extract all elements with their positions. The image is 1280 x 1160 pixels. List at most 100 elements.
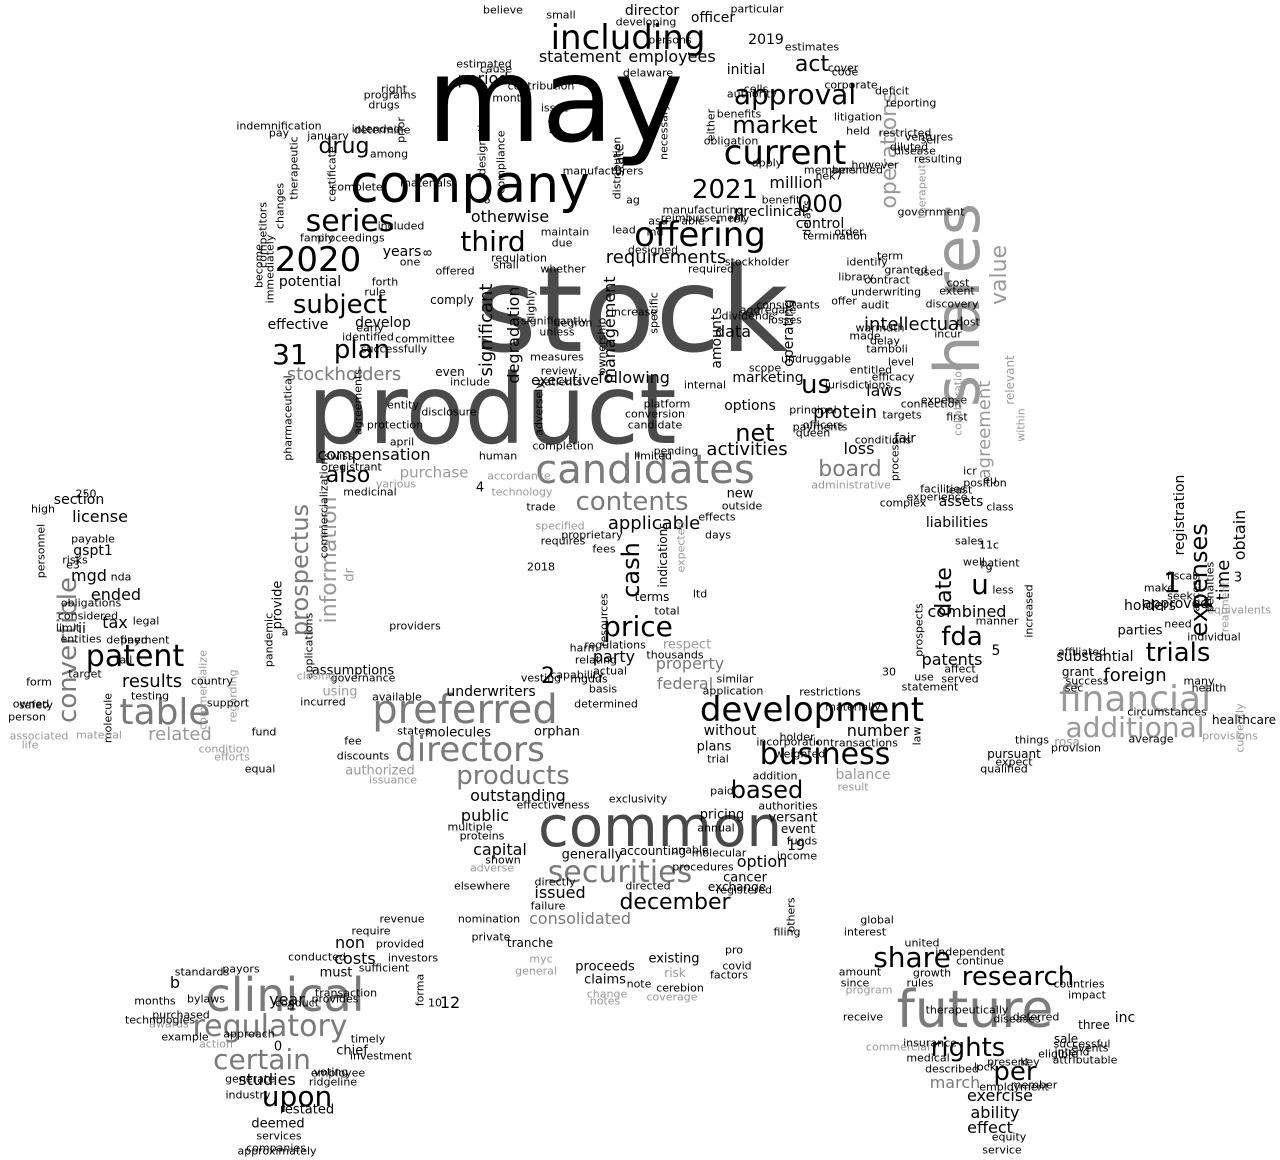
cloud-word: table bbox=[119, 692, 211, 733]
cloud-word: services bbox=[256, 1129, 302, 1143]
cloud-word: corporate bbox=[824, 78, 878, 92]
cloud-word: lock bbox=[973, 1060, 997, 1074]
cloud-word: delays bbox=[800, 200, 814, 236]
cloud-word: registrant bbox=[328, 460, 382, 474]
cloud-word: swiss bbox=[324, 449, 354, 463]
cloud-word: awards bbox=[149, 1017, 189, 1031]
cloud-word: control bbox=[795, 216, 845, 232]
cloud-word: audit bbox=[860, 298, 890, 312]
cloud-word: 0 bbox=[273, 1039, 283, 1055]
cloud-word: materially bbox=[825, 700, 881, 714]
cloud-word: period bbox=[457, 69, 509, 88]
cloud-word: fees bbox=[592, 542, 616, 556]
cloud-word: limit bbox=[55, 621, 81, 635]
cloud-word: estimated bbox=[456, 57, 512, 71]
cloud-word: held bbox=[846, 124, 870, 138]
cloud-word: agreement bbox=[974, 380, 995, 480]
cloud-word: net bbox=[735, 419, 775, 447]
cloud-word: incur bbox=[934, 327, 962, 341]
cloud-word: discovery bbox=[925, 297, 979, 311]
cloud-word: restrictions bbox=[799, 685, 861, 699]
cloud-word: common bbox=[538, 795, 782, 860]
cloud-word: pay bbox=[268, 126, 290, 140]
cloud-word: procedures bbox=[672, 860, 734, 874]
cloud-word: amended bbox=[831, 163, 883, 177]
cloud-word: manufacturers bbox=[562, 164, 644, 178]
cloud-word: statement bbox=[901, 680, 959, 694]
cloud-word: related bbox=[148, 724, 212, 745]
cloud-word: proprietary bbox=[561, 528, 623, 542]
cloud-word: 2020 bbox=[274, 240, 362, 280]
cloud-word: resources bbox=[597, 593, 611, 647]
cloud-word: value bbox=[987, 244, 1012, 306]
cloud-word: insurance bbox=[903, 1036, 957, 1050]
cloud-word: offer bbox=[831, 294, 857, 308]
cloud-word: member bbox=[1010, 1078, 1058, 1092]
cloud-word: additional bbox=[1065, 711, 1205, 744]
cloud-word: material bbox=[76, 728, 122, 742]
cloud-word: targets bbox=[882, 408, 922, 422]
cloud-word: crt bbox=[1201, 596, 1215, 612]
cloud-word: outside bbox=[721, 499, 763, 513]
cloud-word: aggregate bbox=[739, 303, 797, 317]
cloud-word: years bbox=[382, 244, 422, 260]
cloud-word: condition bbox=[198, 742, 250, 756]
cloud-word: mgdds bbox=[570, 672, 608, 686]
cloud-word: non bbox=[334, 933, 366, 952]
cloud-word: forth bbox=[371, 275, 399, 289]
cloud-word: annual bbox=[697, 821, 735, 835]
cloud-word: thousands bbox=[646, 648, 704, 662]
cloud-word: dr bbox=[342, 568, 358, 582]
cloud-word: preferred bbox=[372, 687, 558, 733]
cloud-word: proteins bbox=[459, 829, 505, 843]
cloud-word: voting bbox=[313, 1065, 349, 1079]
cloud-word: queen bbox=[795, 426, 831, 440]
cloud-word: u bbox=[971, 568, 989, 601]
cloud-word: may bbox=[426, 31, 684, 169]
cloud-word: family bbox=[300, 231, 334, 245]
cloud-word: payments bbox=[792, 420, 848, 434]
cloud-word: connection bbox=[900, 397, 962, 411]
cloud-word: owned bbox=[12, 697, 50, 711]
cloud-word: rule bbox=[364, 285, 386, 299]
cloud-word: upon bbox=[261, 1080, 333, 1113]
cloud-word: attributable bbox=[1052, 1053, 1118, 1067]
cloud-word: weighted bbox=[774, 747, 826, 761]
cloud-word: nda bbox=[110, 570, 132, 584]
cloud-word: year bbox=[269, 990, 305, 1009]
cloud-word: patents bbox=[921, 650, 983, 669]
cloud-word: cover bbox=[827, 61, 859, 75]
cloud-word: issue bbox=[540, 101, 570, 115]
cloud-word: action bbox=[199, 1037, 233, 1051]
cloud-word: human bbox=[478, 449, 518, 463]
cloud-word: outstanding bbox=[470, 786, 566, 805]
cloud-word: one bbox=[399, 255, 421, 269]
cloud-word: circumstances bbox=[1127, 705, 1207, 719]
cloud-word: benefit bbox=[761, 193, 801, 207]
cloud-word: accounting bbox=[619, 844, 687, 858]
cloud-word: third bbox=[460, 225, 526, 258]
cloud-word: registration bbox=[1172, 474, 1188, 556]
cloud-word: million bbox=[769, 173, 823, 192]
cloud-word: loss bbox=[843, 439, 875, 458]
cloud-word: class bbox=[986, 500, 1014, 514]
cloud-word: dividends bbox=[721, 309, 775, 323]
cloud-word: first bbox=[946, 410, 968, 424]
cloud-word: certificate bbox=[325, 146, 339, 202]
cloud-word: indications bbox=[656, 522, 670, 588]
cloud-word: losses bbox=[768, 313, 802, 327]
cloud-word: experience bbox=[906, 490, 968, 504]
cloud-word: healthcare bbox=[1212, 713, 1276, 727]
cloud-word: ability bbox=[970, 1103, 1020, 1122]
cloud-word: march bbox=[929, 1073, 981, 1092]
cloud-word: stock bbox=[475, 241, 789, 379]
cloud-word: identify bbox=[846, 255, 888, 269]
cloud-word: successful bbox=[1053, 1037, 1111, 1051]
cloud-word: regulation bbox=[491, 251, 547, 265]
cloud-word: form bbox=[26, 675, 52, 689]
cloud-word: specific bbox=[647, 292, 661, 334]
cloud-word: shown bbox=[485, 853, 521, 867]
cloud-word: income bbox=[776, 849, 818, 863]
cloud-word: 3 bbox=[1233, 570, 1243, 586]
cloud-word: requirements bbox=[605, 247, 727, 268]
